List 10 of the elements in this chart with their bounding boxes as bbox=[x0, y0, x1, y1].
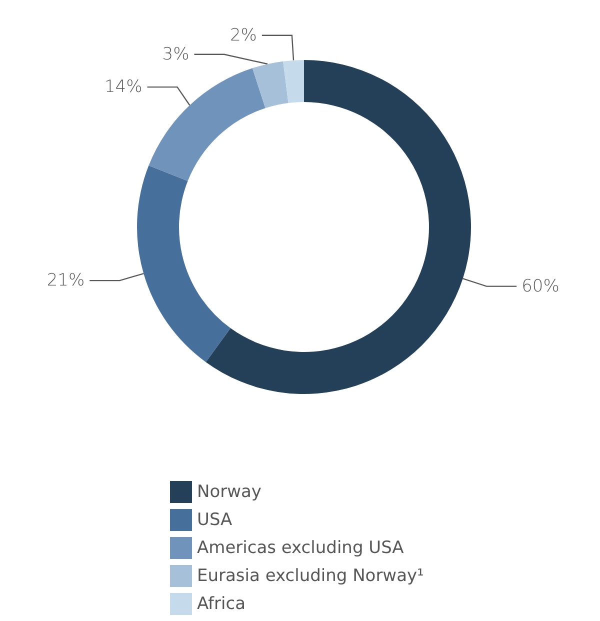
data-label: 21% bbox=[46, 270, 85, 291]
legend-label: USA bbox=[197, 510, 233, 530]
data-label: 3% bbox=[162, 44, 190, 64]
legend-label: Americas excluding USA bbox=[197, 538, 404, 558]
data-label: 14% bbox=[104, 77, 142, 98]
data-label: 2% bbox=[230, 25, 257, 46]
legend-label: Eurasia excluding Norway¹ bbox=[197, 566, 424, 586]
data-label: 60% bbox=[522, 276, 560, 296]
legend-label: Norway bbox=[197, 482, 262, 502]
legend-label: Africa bbox=[197, 594, 246, 614]
